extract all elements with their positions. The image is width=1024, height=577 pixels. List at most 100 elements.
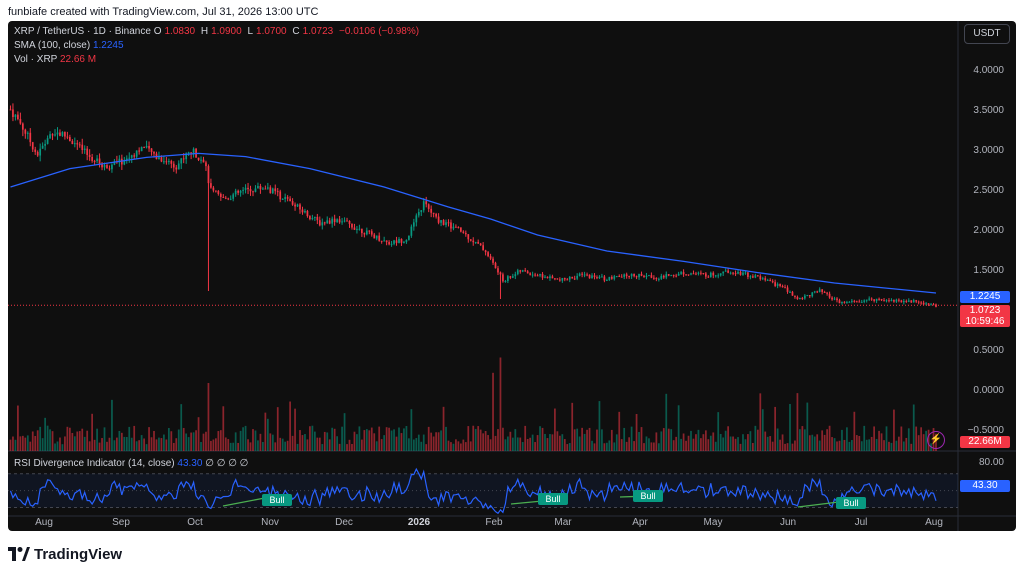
candle-body bbox=[222, 196, 225, 198]
candle-body bbox=[408, 235, 410, 240]
volume-bar bbox=[311, 425, 314, 451]
candle-body bbox=[477, 241, 480, 244]
volume-label: Vol · XRP bbox=[14, 54, 58, 65]
candle-body bbox=[593, 275, 596, 278]
legend-sma[interactable]: SMA (100, close) 1.2245 bbox=[14, 40, 124, 51]
tradingview-logo-icon bbox=[8, 547, 30, 561]
volume-bar bbox=[64, 436, 66, 451]
volume-bar bbox=[271, 434, 274, 451]
candle-body bbox=[78, 144, 81, 146]
candle-body bbox=[311, 218, 314, 220]
lightning-icon[interactable]: ⚡ bbox=[927, 431, 945, 449]
volume-bar bbox=[432, 436, 435, 451]
candle-body bbox=[69, 137, 71, 142]
volume-bar bbox=[385, 427, 388, 451]
volume-bar bbox=[467, 426, 470, 451]
candle-body bbox=[796, 296, 799, 300]
legend-rsi[interactable]: RSI Divergence Indicator (14, close) 43.… bbox=[14, 458, 248, 469]
volume-bar bbox=[880, 433, 883, 451]
volume-bar bbox=[737, 437, 739, 451]
volume-tag: 22.66M bbox=[960, 436, 1010, 448]
rsi-band bbox=[8, 473, 958, 508]
candle-body bbox=[177, 163, 180, 170]
volume-bar bbox=[195, 430, 197, 451]
time-axis-label: Jun bbox=[779, 517, 797, 528]
candle-body bbox=[175, 167, 178, 170]
candle-body bbox=[598, 276, 601, 279]
legend-volume[interactable]: Vol · XRP 22.66 M bbox=[14, 54, 96, 65]
candle-body bbox=[153, 151, 155, 154]
candle-body bbox=[870, 298, 873, 300]
volume-bar bbox=[910, 443, 913, 451]
volume-bar bbox=[712, 432, 715, 451]
volume-bar bbox=[289, 401, 291, 451]
candle-body bbox=[576, 275, 579, 279]
volume-bar bbox=[106, 441, 108, 451]
candle-body bbox=[551, 276, 554, 279]
time-axis[interactable]: Aug Sep Oct Nov Dec 2026 Feb Mar Apr May Jun Jul Aug bbox=[8, 516, 966, 531]
volume-bar bbox=[739, 443, 742, 451]
volume-bar bbox=[700, 438, 702, 451]
candle-body bbox=[343, 220, 346, 222]
chart-canvas[interactable] bbox=[8, 21, 1016, 531]
volume-bar bbox=[348, 439, 351, 451]
close-value: 1.0723 bbox=[302, 26, 334, 37]
candle-body bbox=[628, 275, 631, 277]
candle-body bbox=[821, 289, 824, 292]
volume-bar bbox=[459, 443, 462, 451]
candle-body bbox=[187, 152, 190, 154]
volume-bar bbox=[370, 427, 373, 451]
volume-bar bbox=[672, 440, 675, 451]
rsi-extras: ∅ ∅ ∅ ∅ bbox=[205, 458, 249, 469]
volume-bar bbox=[514, 429, 517, 451]
candle-body bbox=[200, 159, 202, 161]
candle-body bbox=[734, 273, 737, 275]
volume-bar bbox=[403, 428, 405, 451]
volume-bar bbox=[779, 439, 781, 451]
volume-bar bbox=[318, 437, 321, 451]
candle-body bbox=[403, 241, 405, 243]
candle-body bbox=[365, 230, 368, 235]
candle-body bbox=[266, 187, 269, 189]
volume-bar bbox=[912, 404, 915, 451]
volume-bar bbox=[759, 393, 762, 451]
candle-body bbox=[766, 279, 769, 281]
candle-body bbox=[138, 150, 141, 152]
volume-bar bbox=[776, 428, 779, 451]
volume-bar bbox=[799, 429, 801, 451]
candle-body bbox=[729, 272, 732, 274]
volume-bar bbox=[93, 439, 96, 451]
candle-body bbox=[868, 298, 871, 300]
candle-body bbox=[101, 164, 103, 168]
candle-body bbox=[608, 276, 611, 280]
candle-body bbox=[192, 148, 195, 154]
volume-bar bbox=[138, 440, 141, 451]
currency-button[interactable]: USDT bbox=[964, 24, 1010, 44]
candle-body bbox=[336, 219, 338, 223]
volume-bar bbox=[561, 434, 564, 451]
candle-body bbox=[420, 210, 423, 213]
volume-bar bbox=[365, 429, 368, 451]
candle-body bbox=[935, 304, 937, 307]
volume-bar bbox=[707, 439, 710, 451]
candle-body bbox=[210, 183, 212, 188]
volume-bar bbox=[653, 442, 655, 451]
volume-bar bbox=[516, 437, 519, 451]
candle-body bbox=[850, 300, 853, 302]
volume-bar bbox=[200, 441, 202, 451]
candle-body bbox=[353, 227, 356, 230]
volume-value: 22.66 M bbox=[59, 54, 97, 65]
candle-body bbox=[370, 231, 373, 235]
candle-body bbox=[566, 279, 569, 281]
volume-bar bbox=[41, 438, 44, 451]
tradingview-logo[interactable]: TradingView bbox=[8, 545, 122, 563]
candle-body bbox=[247, 187, 249, 190]
volume-bar bbox=[534, 442, 536, 451]
volume-bar bbox=[227, 439, 230, 451]
volume-bar bbox=[680, 438, 682, 451]
volume-bar bbox=[78, 431, 81, 451]
volume-bar bbox=[558, 435, 561, 451]
candle-body bbox=[165, 161, 168, 163]
candle-body bbox=[130, 155, 133, 158]
